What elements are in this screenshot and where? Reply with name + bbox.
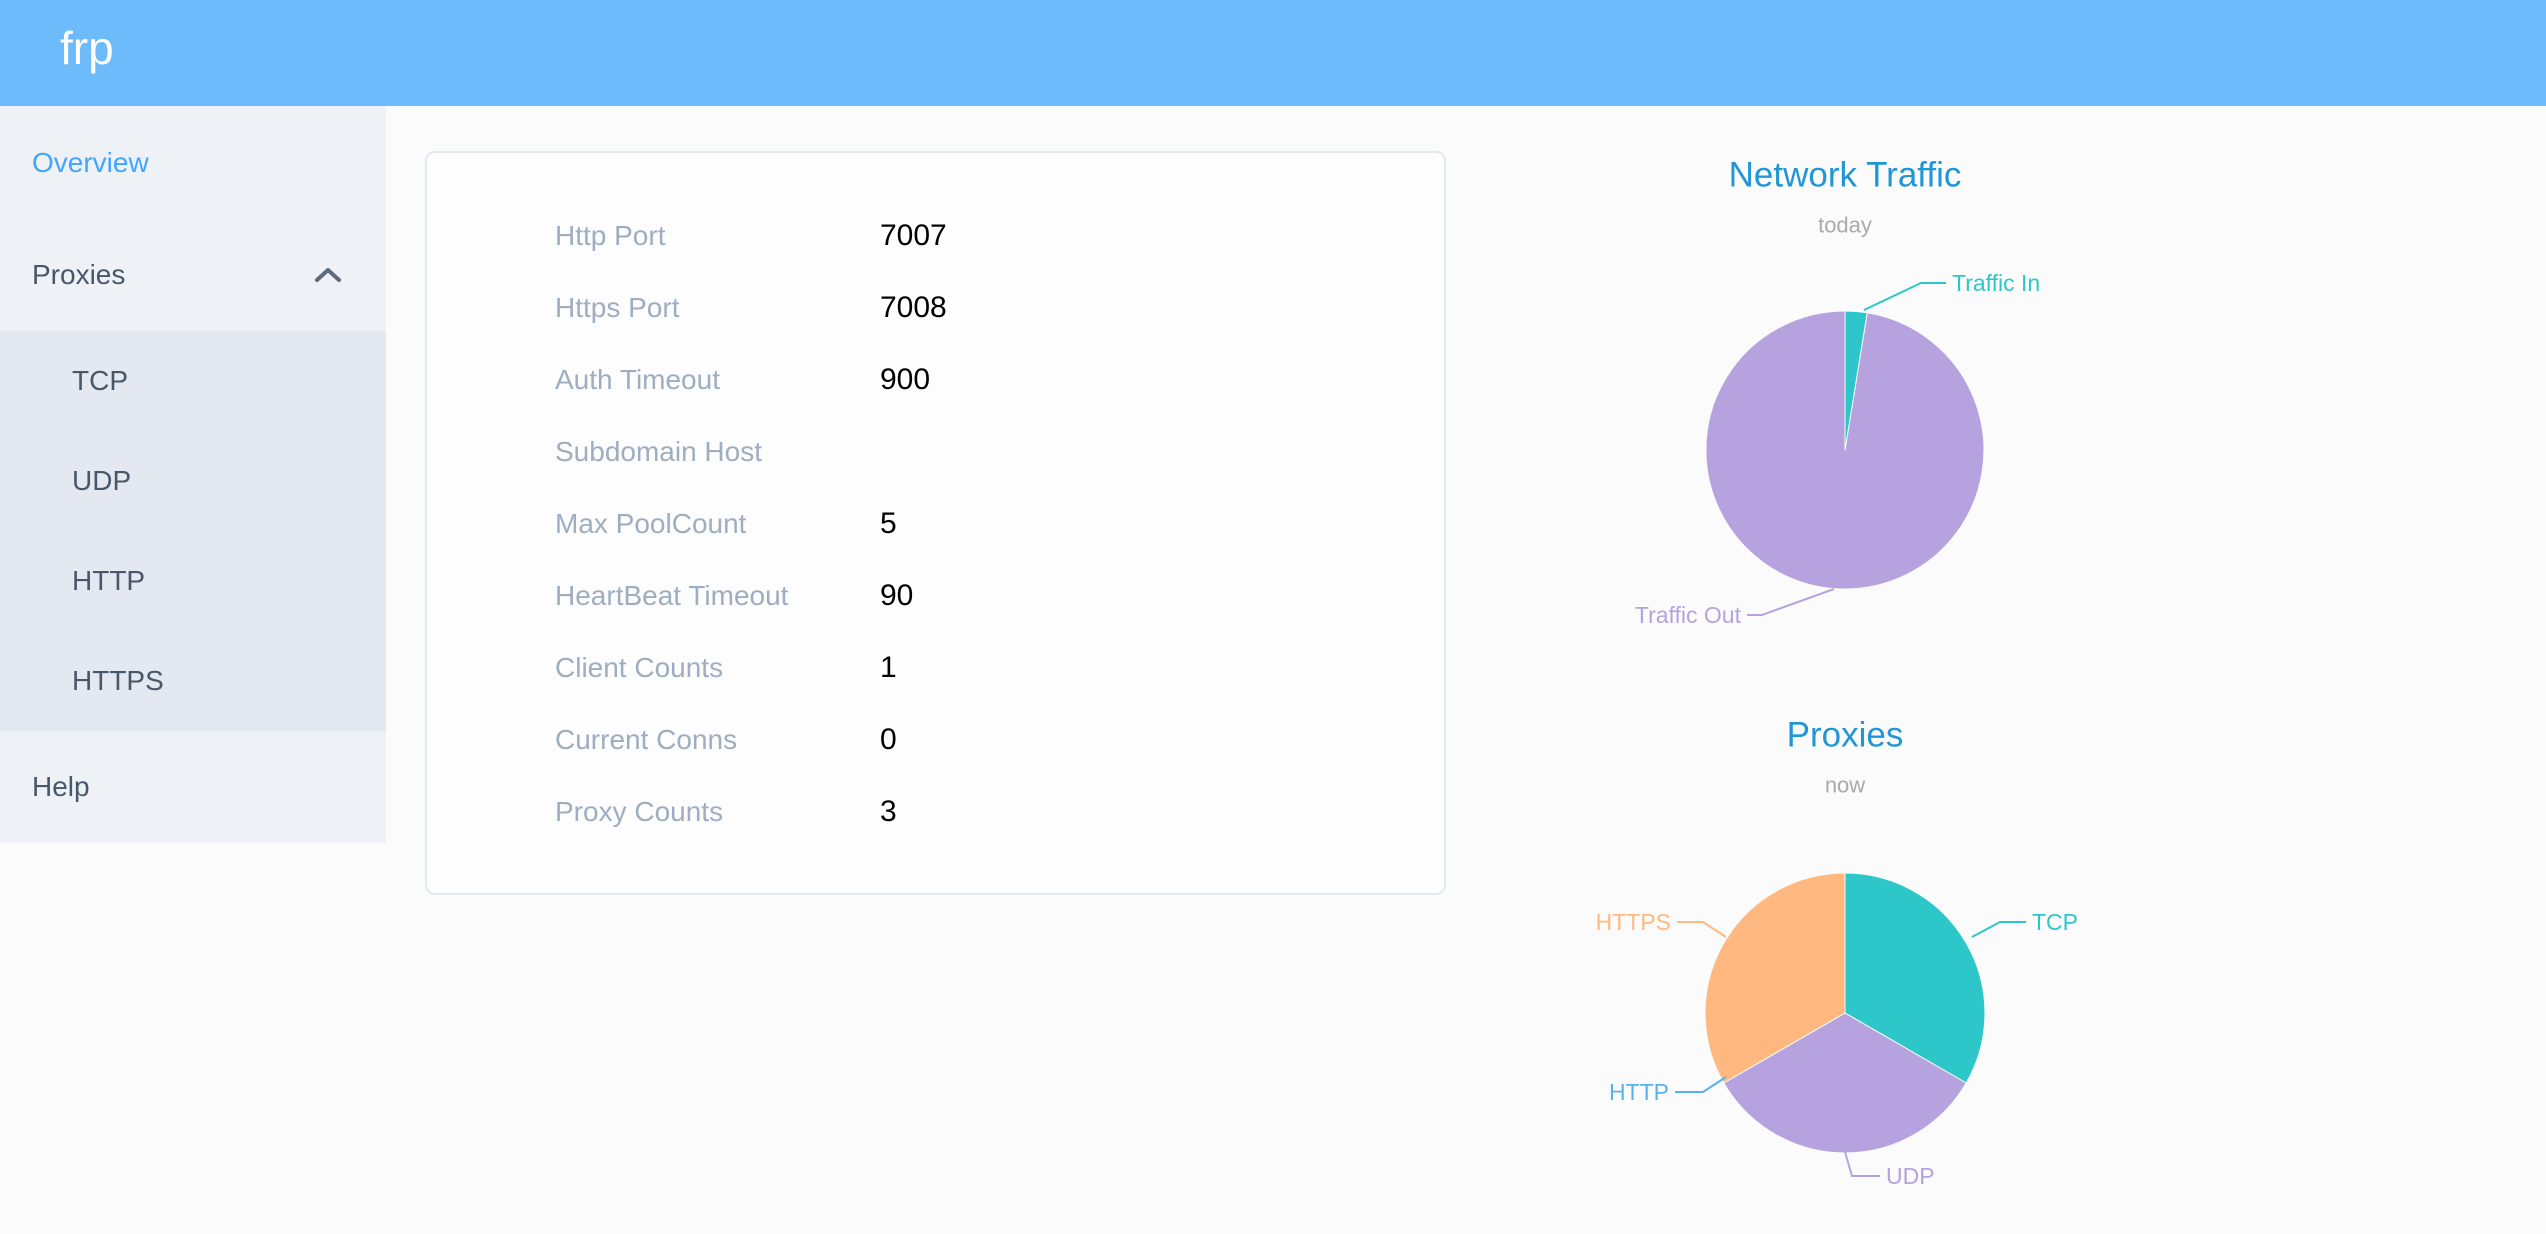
sidebar-item-https[interactable]: HTTPS — [0, 631, 386, 731]
info-label: HeartBeat Timeout — [555, 580, 789, 611]
slice-label-http: HTTP — [1609, 1079, 1669, 1105]
sidebar-item-label: TCP — [72, 365, 128, 396]
label-line-http — [1675, 1076, 1727, 1093]
info-value: 1 — [880, 651, 897, 684]
info-label: Https Port — [555, 292, 680, 323]
label-line-https — [1677, 921, 1727, 938]
info-row-client-counts: Client Counts 1 — [555, 632, 1444, 704]
header: frp — [0, 0, 2546, 106]
info-label: Client Counts — [555, 652, 724, 683]
info-row-subdomain-host: Subdomain Host — [555, 416, 1444, 488]
info-value: 5 — [880, 507, 897, 540]
info-value: 900 — [880, 363, 931, 396]
sidebar-item-label: HTTPS — [72, 665, 164, 696]
info-row-current-conns: Current Conns 0 — [555, 704, 1444, 776]
info-row-proxy-counts: Proxy Counts 3 — [555, 776, 1444, 848]
chart-subtitle: today — [1818, 213, 1872, 238]
sidebar-item-label: HTTP — [72, 565, 146, 596]
info-value: 7008 — [880, 291, 947, 324]
slice-label-udp: UDP — [1886, 1163, 1935, 1189]
slice-label-tcp: TCP — [2032, 909, 2078, 935]
info-row-max-poolcount: Max PoolCount 5 — [555, 488, 1444, 560]
label-line-tcp — [1971, 921, 2026, 938]
sidebar-item-udp[interactable]: UDP — [0, 431, 386, 531]
info-value: 3 — [880, 795, 897, 828]
info-row-https-port: Https Port 7008 — [555, 272, 1444, 344]
info-row-http-port: Http Port 7007 — [555, 200, 1444, 272]
chevron-up-icon — [315, 268, 341, 282]
pie-slice-tcp[interactable] — [1844, 872, 1986, 1084]
sidebar-item-proxies[interactable]: Proxies — [0, 219, 386, 331]
sidebar-item-label: Proxies — [32, 259, 126, 290]
chart-title: Proxies — [1787, 716, 1904, 755]
sidebar: Overview Proxies TCP UDP HTTP HTTPS Help — [0, 106, 386, 843]
sidebar-item-help[interactable]: Help — [0, 731, 386, 843]
info-row-auth-timeout: Auth Timeout 900 — [555, 344, 1444, 416]
sidebar-item-label: Overview — [32, 146, 149, 178]
info-row-heartbeat-timeout: HeartBeat Timeout 90 — [555, 560, 1444, 632]
sidebar-item-tcp[interactable]: TCP — [0, 331, 386, 431]
info-value: 7007 — [880, 219, 947, 252]
chart-title: Network Traffic — [1729, 156, 1962, 195]
label-line-traffic-out — [1747, 588, 1835, 616]
sidebar-item-overview[interactable]: Overview — [0, 106, 386, 219]
sidebar-submenu-proxies: TCP UDP HTTP HTTPS — [0, 331, 386, 731]
info-label: Current Conns — [555, 724, 738, 755]
chart-subtitle: now — [1825, 773, 1865, 798]
label-line-udp — [1844, 1151, 1880, 1177]
info-label: Http Port — [555, 220, 666, 251]
proxies-chart: Proxies now TCP HTTPS HTTP UDP — [1596, 716, 2078, 1190]
info-label: Auth Timeout — [555, 364, 720, 395]
server-info-card: Http Port 7007 Https Port 7008 Auth Time… — [425, 151, 1446, 895]
sidebar-item-label: UDP — [72, 465, 132, 496]
app-logo: frp — [60, 22, 114, 74]
info-label: Subdomain Host — [555, 436, 763, 467]
label-line-traffic-in — [1863, 282, 1946, 311]
info-label: Proxy Counts — [555, 796, 724, 827]
sidebar-item-http[interactable]: HTTP — [0, 531, 386, 631]
slice-label-traffic-in: Traffic In — [1952, 270, 2040, 296]
slice-label-https: HTTPS — [1596, 909, 1671, 935]
slice-label-traffic-out: Traffic Out — [1635, 602, 1742, 628]
info-value: 0 — [880, 723, 897, 756]
pie-slice-https[interactable] — [1704, 872, 1846, 1084]
info-label: Max PoolCount — [555, 508, 747, 539]
pie-slice-traffic-in[interactable] — [1844, 310, 1868, 451]
info-value: 90 — [880, 579, 914, 612]
network-traffic-chart: Network Traffic today Traffic In Traffic… — [1635, 156, 2040, 629]
sidebar-item-label: Help — [32, 771, 90, 802]
